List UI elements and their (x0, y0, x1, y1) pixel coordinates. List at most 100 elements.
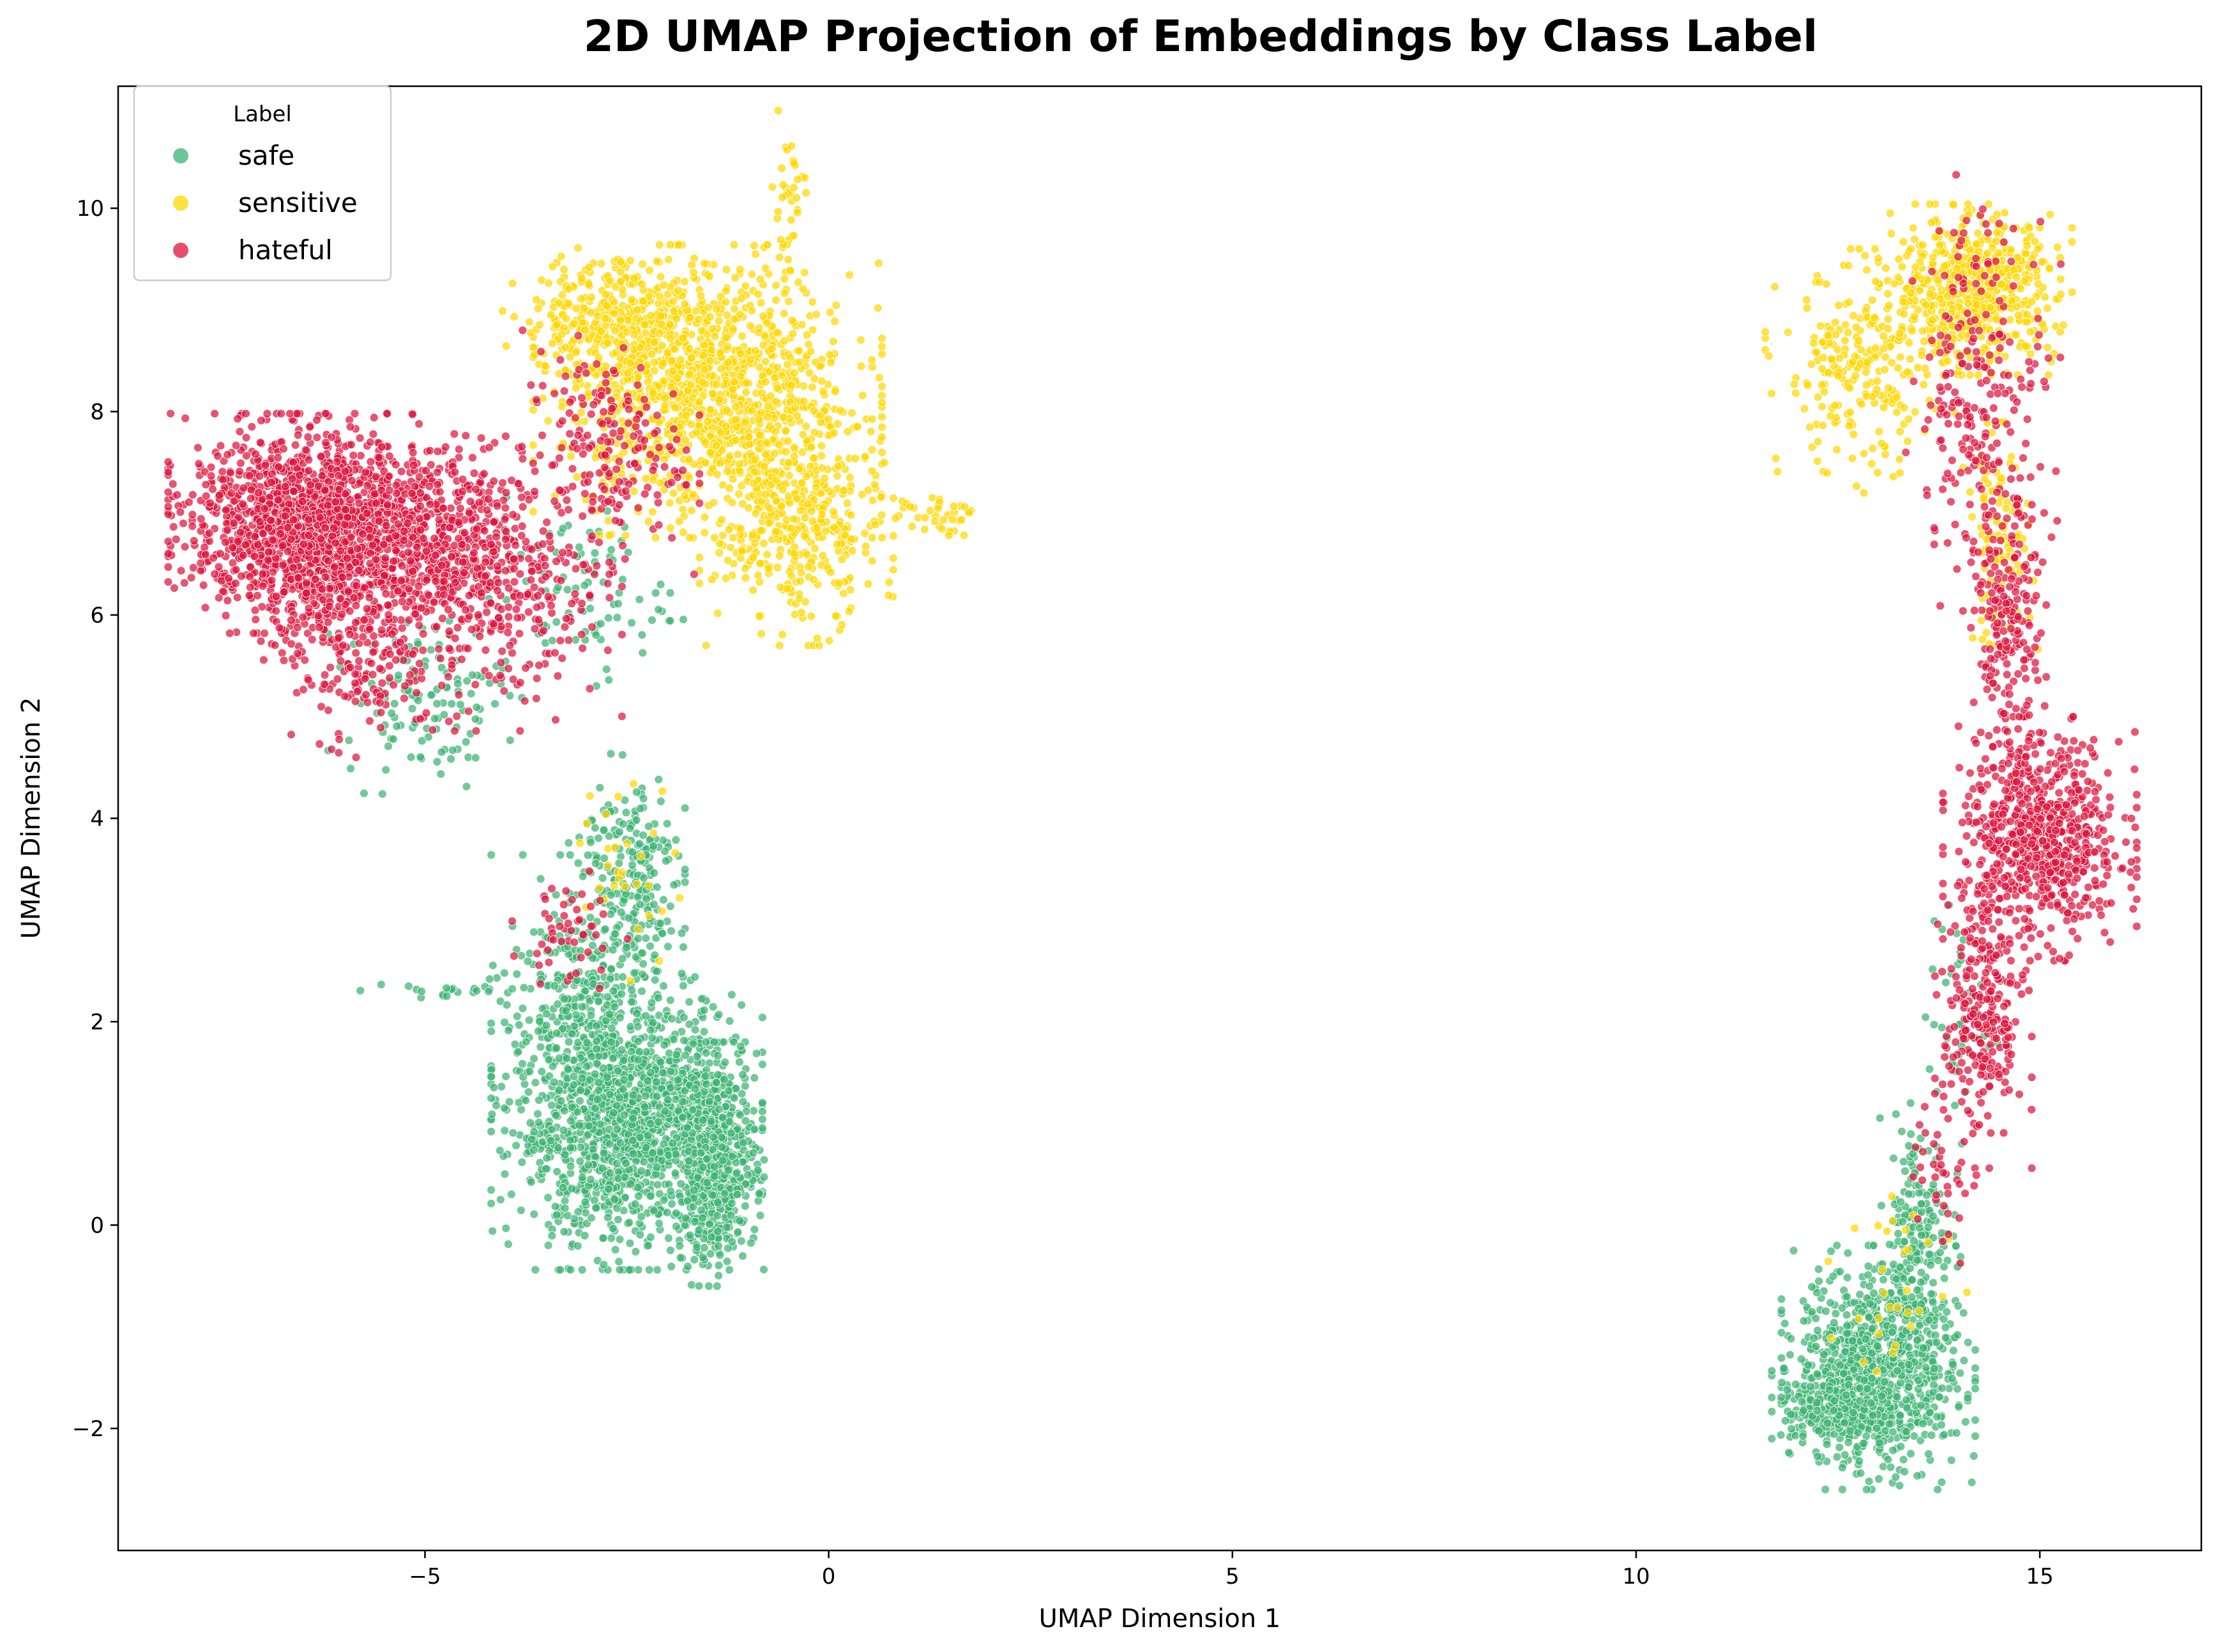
data-point-safe (690, 973, 700, 981)
data-point-sensitive (665, 498, 674, 508)
data-point-safe (738, 1138, 748, 1148)
data-point-safe (1796, 1354, 1806, 1364)
data-point-safe (1918, 1419, 1928, 1428)
data-point-safe (656, 1057, 665, 1067)
data-point-safe (720, 1188, 729, 1198)
data-point-safe (501, 1072, 510, 1081)
data-point-safe (394, 671, 403, 680)
data-point-safe (1829, 1318, 1839, 1328)
data-point-safe (602, 665, 611, 674)
data-point-safe (551, 1110, 561, 1120)
data-point-safe (442, 992, 452, 1001)
data-point-safe (615, 1234, 625, 1244)
data-point-sensitive (705, 272, 714, 281)
data-point-sensitive (797, 320, 807, 330)
data-point-safe (529, 1209, 539, 1219)
data-point-sensitive (801, 421, 811, 431)
data-point-sensitive (734, 489, 743, 499)
data-point-sensitive (812, 310, 821, 319)
data-point-safe (430, 714, 439, 724)
data-point-safe (604, 831, 614, 841)
data-point-sensitive (674, 517, 684, 526)
data-point-safe (628, 1135, 637, 1145)
data-point-safe (737, 1000, 746, 1010)
data-point-safe (390, 699, 399, 708)
data-point-safe (678, 1097, 687, 1106)
data-point-safe (727, 990, 736, 999)
data-point-sensitive (703, 417, 713, 426)
data-point-safe (639, 874, 649, 883)
data-point-safe (759, 1172, 769, 1182)
data-point-sensitive (794, 346, 804, 356)
data-point-safe (639, 830, 648, 840)
data-point-safe (1791, 1379, 1800, 1389)
data-point-safe (628, 860, 637, 870)
data-point-safe (646, 1192, 655, 1201)
data-point-safe (592, 1044, 602, 1054)
data-point-safe (571, 1010, 581, 1020)
data-point-safe (699, 1253, 708, 1262)
data-point-safe (489, 1083, 499, 1092)
data-point-safe (1905, 1264, 1915, 1273)
data-point-safe (726, 1211, 736, 1220)
data-point-safe (700, 1243, 709, 1252)
data-point-sensitive (529, 507, 538, 517)
data-point-safe (643, 1076, 653, 1086)
data-point-safe (671, 835, 681, 845)
data-point-sensitive (825, 308, 835, 317)
data-point-sensitive (704, 303, 713, 312)
data-point-sensitive (697, 326, 706, 335)
data-point-safe (556, 1265, 565, 1275)
data-point-safe (520, 1079, 529, 1089)
data-point-safe (487, 1127, 496, 1136)
data-point-safe (720, 1057, 730, 1067)
data-point-safe (1929, 1380, 1938, 1390)
data-point-safe (462, 676, 472, 686)
data-point-safe (1844, 1380, 1853, 1390)
data-point-safe (1799, 1406, 1808, 1415)
data-point-safe (416, 752, 425, 762)
data-point-safe (581, 1197, 590, 1207)
data-point-sensitive (877, 412, 886, 421)
data-point-sensitive (787, 315, 797, 325)
data-point-safe (1953, 1330, 1962, 1340)
data-point-safe (562, 1054, 571, 1063)
data-point-safe (714, 1271, 724, 1280)
data-point-safe (725, 1017, 734, 1026)
data-point-safe (649, 842, 658, 851)
plot-area (117, 85, 2203, 1552)
data-point-safe (626, 1179, 635, 1188)
data-point-safe (1780, 1319, 1789, 1328)
data-point-safe (714, 1010, 724, 1019)
data-point-safe (487, 850, 496, 860)
data-point-sensitive (660, 401, 669, 410)
data-point-safe (753, 1165, 763, 1175)
data-point-safe (1844, 1437, 1853, 1447)
data-point-safe (637, 1212, 646, 1221)
data-point-safe (727, 1237, 737, 1247)
data-point-safe (1942, 1307, 1952, 1317)
data-point-safe (1883, 1455, 1893, 1464)
data-point-safe (1955, 1368, 1965, 1378)
data-point-sensitive (571, 383, 581, 393)
data-point-safe (1959, 1356, 1969, 1365)
data-point-safe (490, 699, 499, 709)
data-point-safe (1786, 1350, 1795, 1360)
data-point-safe (1941, 1333, 1950, 1342)
data-point-safe (1798, 1432, 1808, 1441)
data-point-safe (729, 1093, 739, 1103)
data-point-safe (1837, 1463, 1847, 1473)
data-point-safe (521, 1096, 531, 1105)
data-point-safe (575, 542, 584, 552)
data-point-safe (1806, 1382, 1816, 1391)
data-point-sensitive (725, 451, 734, 460)
data-point-safe (659, 1195, 669, 1205)
data-point-safe (698, 1116, 708, 1125)
data-point-safe (508, 1128, 518, 1137)
data-point-safe (447, 699, 457, 709)
data-point-safe (546, 1136, 556, 1146)
data-point-safe (591, 1203, 600, 1213)
data-point-safe (666, 1186, 675, 1196)
data-point-sensitive (680, 277, 689, 287)
data-point-safe (679, 1013, 688, 1022)
